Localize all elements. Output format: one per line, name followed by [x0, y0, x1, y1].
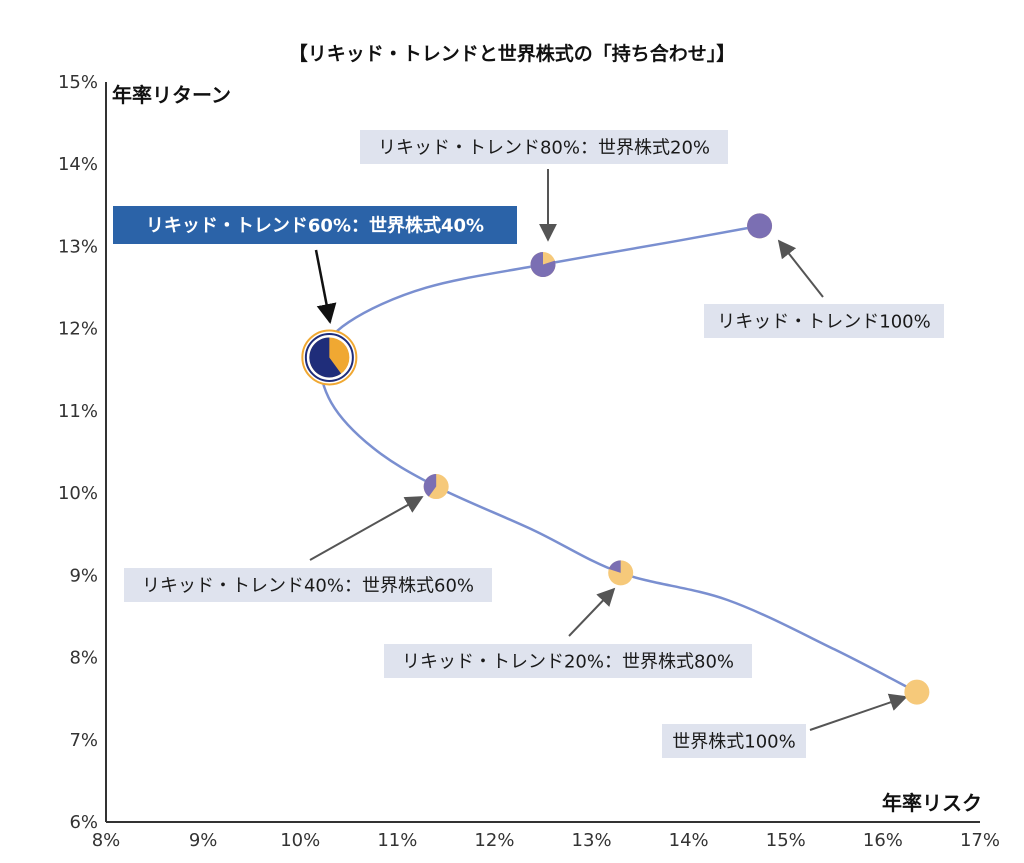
y-tick-label: 6% [69, 812, 98, 833]
annotation-label-box [384, 644, 752, 678]
x-tick-label: 10% [280, 830, 320, 851]
annotation-arrow [809, 693, 908, 731]
annotation-label-box [113, 206, 517, 244]
x-tick-label: 9% [189, 830, 218, 851]
annotation-label: リキッド・トレンド40%：世界株式60% [142, 576, 474, 597]
x-tick-label: 15% [766, 830, 806, 851]
portfolio-point [608, 560, 634, 586]
annotation-arrow [314, 249, 337, 324]
portfolio-point [747, 213, 773, 239]
chart-title: 【リキッド・トレンドと世界株式の「持ち合わせ」】 [289, 42, 736, 65]
portfolio-point [530, 252, 556, 278]
y-tick-label: 12% [58, 319, 98, 340]
x-tick-label: 8% [92, 830, 121, 851]
x-tick-label: 17% [960, 830, 1000, 851]
annotation-label: リキッド・トレンド60%：世界株式40% [146, 215, 484, 237]
annotation-label: リキッド・トレンド100% [717, 312, 930, 333]
liquid-trend-share-slice [608, 560, 621, 573]
portfolio-point [904, 679, 930, 705]
x-tick-label: 16% [863, 830, 903, 851]
x-tick-label: 14% [669, 830, 709, 851]
annotation-arrow [777, 239, 824, 298]
annotation-label: 世界株式100% [672, 732, 795, 753]
y-tick-label: 7% [69, 730, 98, 751]
x-tick-label: 13% [572, 830, 612, 851]
annotation-label-box [124, 568, 492, 602]
annotation-label: リキッド・トレンド20%：世界株式80% [402, 652, 734, 673]
annotation-label-box [704, 304, 944, 338]
annotation-label: リキッド・トレンド80%：世界株式20% [378, 138, 710, 159]
y-tick-label: 14% [58, 154, 98, 175]
annotation-label-box [662, 724, 806, 758]
x-axis-title: 年率リスク [882, 791, 982, 815]
liquid-trend-share-slice [423, 474, 437, 497]
y-tick-label: 8% [69, 648, 98, 669]
annotation-labels: リキッド・トレンド100% リキッド・トレンド80%：世界株式20% リキッド・トレ… [113, 130, 944, 758]
y-tick-label: 15% [58, 72, 98, 93]
equity-share-slice [904, 679, 930, 705]
frontier-curve-layer [319, 224, 918, 694]
highlight-inner-ring [304, 332, 354, 382]
liquid-trend-share-slice [309, 337, 342, 378]
y-axis-title: 年率リターン [112, 83, 231, 107]
portfolio-points [301, 213, 930, 705]
annotation-arrow [568, 587, 616, 637]
y-tick-label: 10% [58, 483, 98, 504]
portfolio-point-highlight [309, 337, 350, 378]
x-tick-label: 11% [377, 830, 417, 851]
portfolio-point [423, 474, 449, 500]
y-tick-label: 9% [69, 565, 98, 586]
x-tick-label: 12% [474, 830, 514, 851]
axes: 6% 7% 8% 9% 10% 11% 12% 13% 14% 15% 8% 9% 10% 11% 12% 1… [58, 72, 1000, 851]
frontier-curve [319, 224, 918, 694]
annotation-label-box [360, 130, 728, 164]
annotation-arrows [309, 169, 908, 731]
y-tick-label: 13% [58, 236, 98, 257]
liquid-trend-share-slice [747, 213, 773, 239]
y-tick-label: 11% [58, 401, 98, 422]
annotation-arrow [309, 496, 424, 561]
liquid-trend-share-slice [530, 252, 556, 278]
